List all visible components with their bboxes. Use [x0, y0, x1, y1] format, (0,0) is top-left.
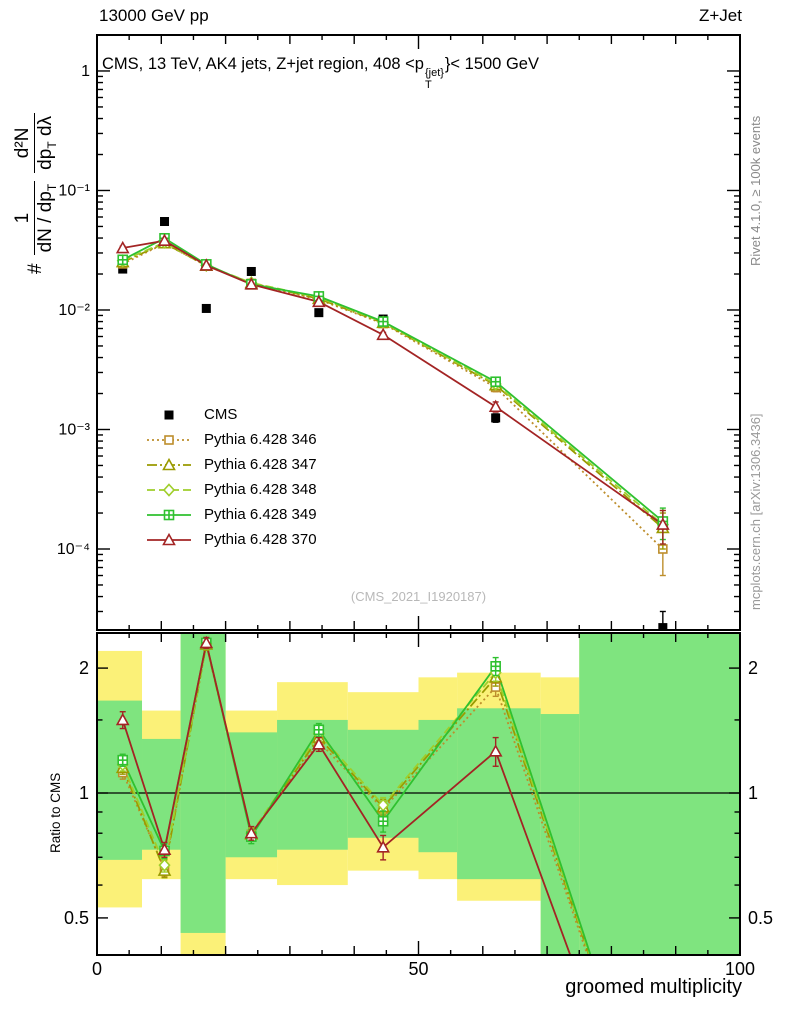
legend-item-label: Pythia 6.428 349: [204, 506, 317, 523]
ylabel-hash: #: [24, 263, 46, 274]
series-points-pythia-6-428-370: [115, 635, 503, 861]
ratio-y-tick-label-right: 1: [748, 783, 758, 803]
beam-energy-label: 13000 GeV pp: [99, 6, 209, 25]
legend-item-label: Pythia 6.428 347: [204, 456, 317, 473]
stat-uncertainty-band-green: [457, 708, 541, 880]
legend-item-label: Pythia 6.428 348: [204, 481, 317, 498]
plot-title-text-end: }< 1500 GeV: [444, 55, 539, 73]
legend-item-label: Pythia 6.428 370: [204, 531, 317, 548]
stat-uncertainty-band-green: [540, 714, 580, 955]
series-line-pythia-6-428-348: [122, 241, 664, 526]
ratio-y-tick-label-left: 1: [79, 783, 89, 803]
cross-square-icon: [147, 509, 191, 520]
series-line-pythia-6-428-347: [121, 644, 590, 955]
series-layer-main: [115, 217, 670, 630]
stat-uncertainty-band-green: [180, 633, 226, 933]
legend-item-pythia-6-428-347: Pythia 6.428 347: [146, 452, 317, 477]
square-filled-icon: [164, 410, 174, 419]
series-line-pythia-6-428-349: [122, 237, 664, 523]
stat-uncertainty-band-green: [579, 633, 740, 955]
triangle-open-icon: [147, 532, 191, 545]
main-y-axis-label: # 1 dN / dpT d²N dpT dλ: [12, 112, 60, 274]
legend-item-cms: CMS: [146, 402, 317, 427]
ylabel-fraction-1: 1 dN / dpT: [12, 180, 60, 256]
pt-subscript: T: [424, 78, 432, 91]
process-label: Z+Jet: [699, 6, 742, 25]
rivet-version-label: Rivet 4.1.0, ≥ 100k events: [748, 115, 763, 266]
ratio-y-tick-label-right: 2: [748, 658, 758, 678]
stat-uncertainty-band-green: [97, 700, 143, 860]
legend-item-pythia-6-428-370: Pythia 6.428 370: [146, 527, 317, 552]
square-open-icon: [147, 434, 191, 445]
x-tick-label: 100: [725, 959, 755, 979]
x-tick-label: 50: [408, 959, 428, 979]
diamond-open-icon: [147, 482, 191, 497]
mcplots-attribution-label: mcplots.cern.ch [arXiv:1306.3436]: [748, 413, 763, 610]
series-points-pythia-6-428-370: [115, 233, 670, 545]
main-y-tick-label: 10⁻²: [58, 302, 90, 319]
ratio-y-tick-label-right: 0.5: [748, 908, 773, 928]
uncertainty-bands: [97, 633, 740, 955]
plot-title-text: CMS, 13 TeV, AK4 jets, Z+jet region, 408…: [102, 55, 424, 73]
pt-superscript: {jet}: [424, 67, 444, 79]
triangle-open-icon: [147, 457, 191, 470]
ratio-y-tick-label-left: 0.5: [64, 908, 89, 928]
main-y-tick-label: 10⁻¹: [58, 182, 90, 199]
main-y-tick-label: 10⁻³: [58, 421, 90, 438]
main-y-tick-label: 1: [81, 63, 90, 80]
series-line-pythia-6-428-370: [121, 642, 572, 955]
legend-item-pythia-6-428-346: Pythia 6.428 346: [146, 427, 317, 452]
series-line-pythia-6-428-370: [122, 239, 664, 526]
ratio-y-tick-label-left: 2: [79, 658, 89, 678]
legend: CMS Pythia 6.428 346 Pythia 6.428 347 Pythi…: [146, 402, 317, 552]
legend-item-label: CMS: [204, 406, 238, 423]
analysis-id-watermark: (CMS_2021_I1920187): [350, 589, 487, 604]
x-tick-label: 0: [92, 959, 102, 979]
main-y-tick-label: 10⁻⁴: [57, 541, 90, 558]
x-axis-label: groomed multiplicity: [565, 976, 742, 998]
ylabel-fraction-2: d²N dpT dλ: [12, 112, 60, 173]
legend-item-pythia-6-428-348: Pythia 6.428 348: [146, 477, 317, 502]
plot-title: CMS, 13 TeV, AK4 jets, Z+jet region, 408…: [102, 55, 539, 91]
series-layer-ratio: [115, 635, 592, 955]
ratio-y-axis-label: Ratio to CMS: [48, 772, 63, 853]
legend-item-pythia-6-428-349: Pythia 6.428 349: [146, 502, 317, 527]
legend-item-label: Pythia 6.428 346: [204, 431, 317, 448]
pt-superscript-stack: {jet} T: [424, 67, 444, 91]
